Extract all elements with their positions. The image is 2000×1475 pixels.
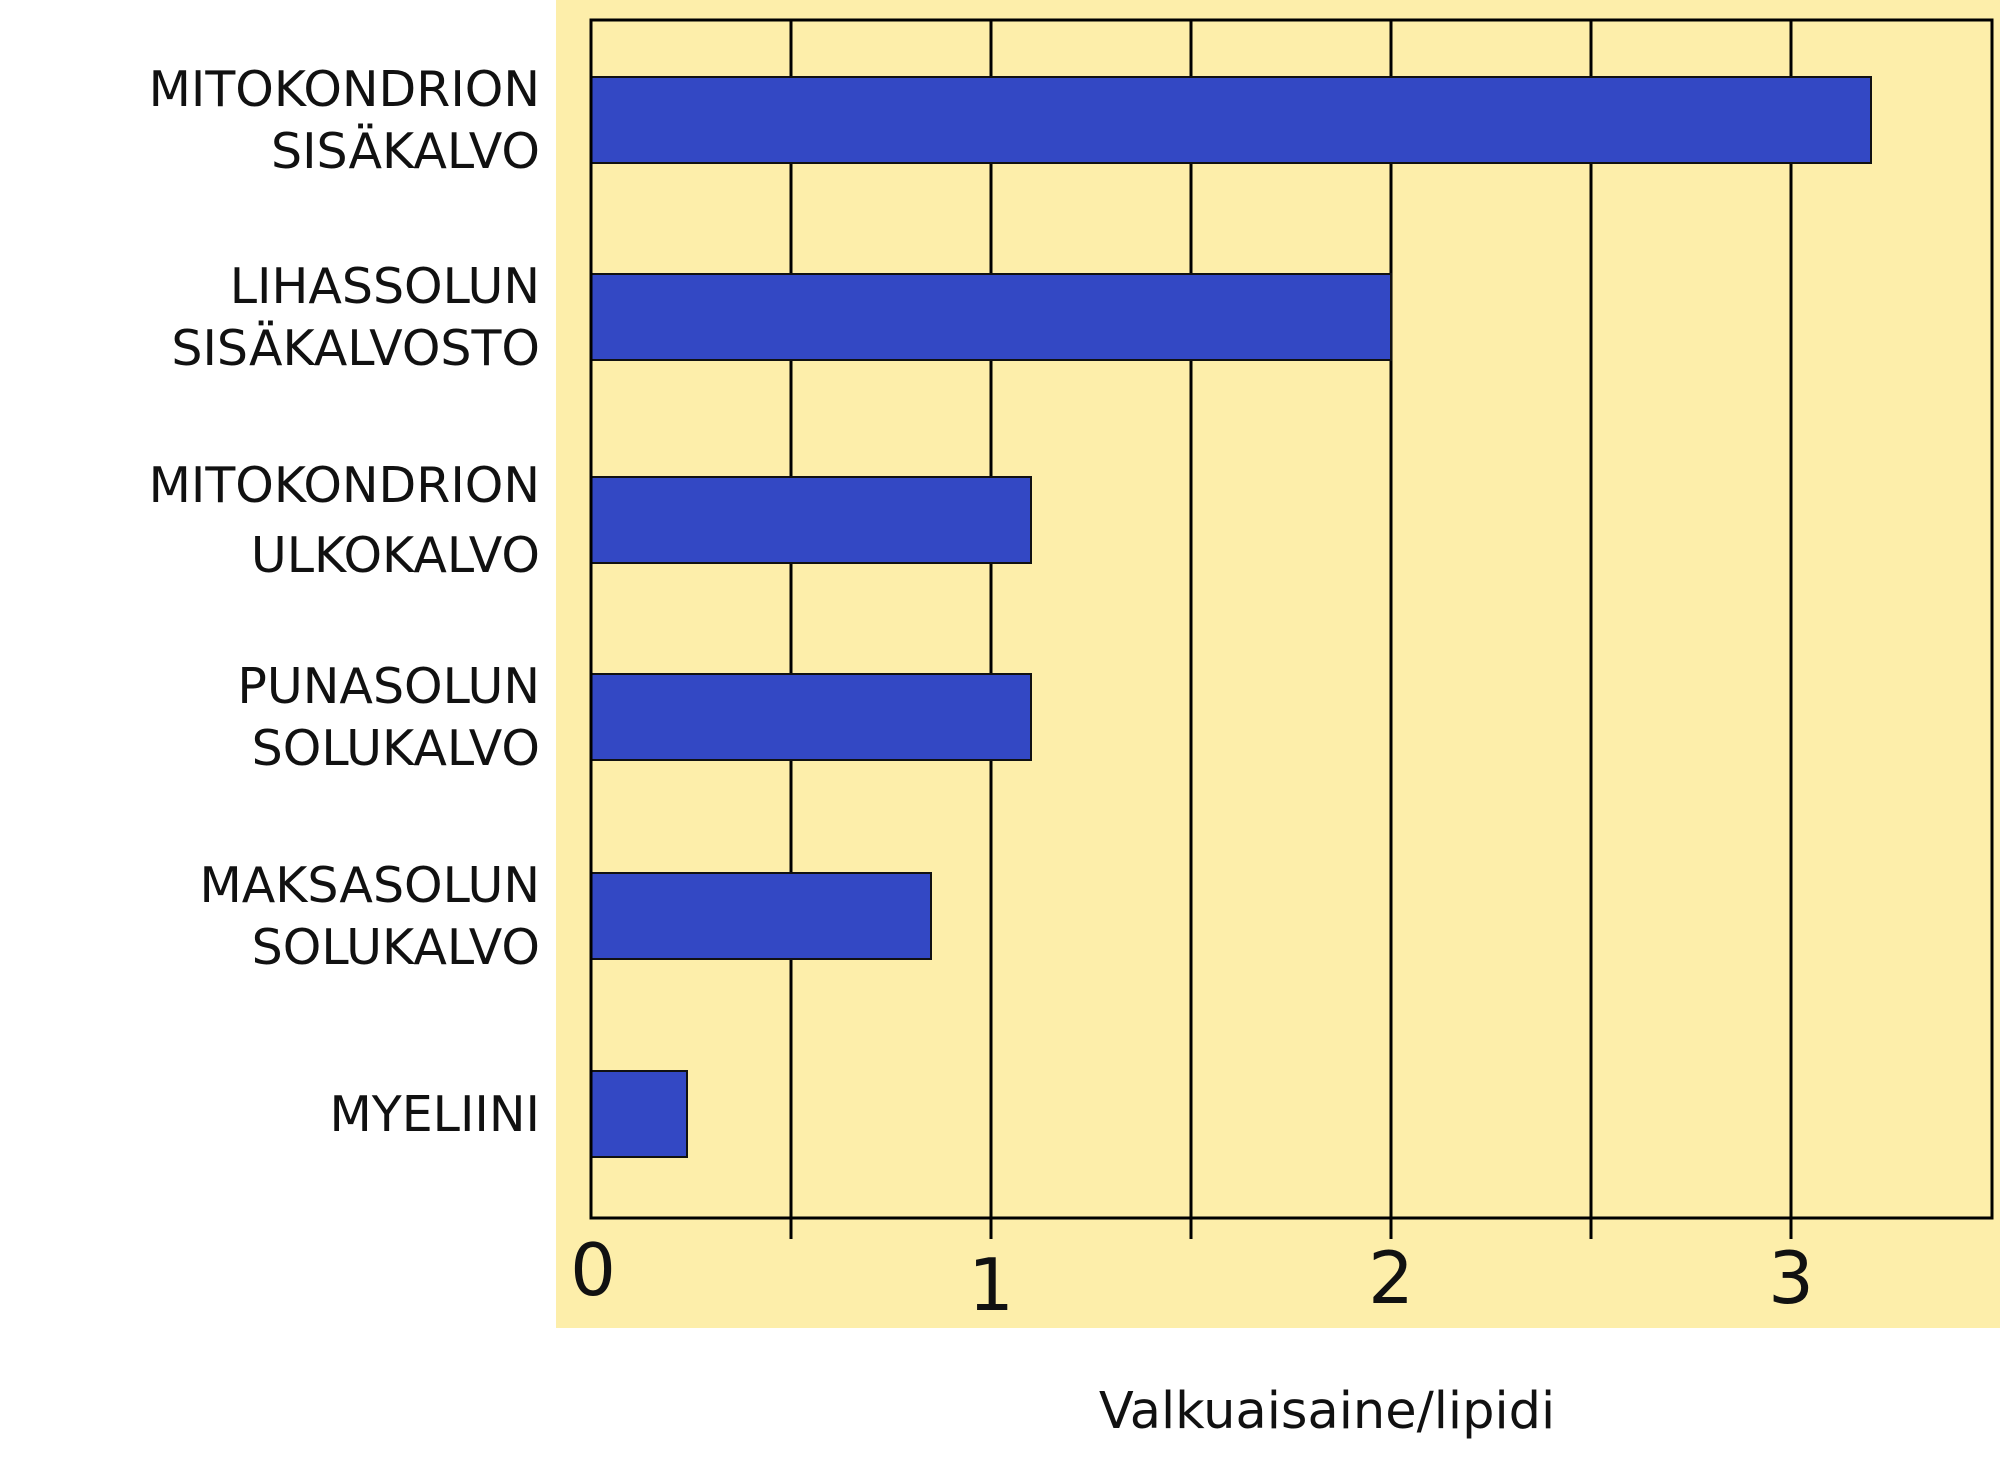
plot-frame bbox=[589, 18, 1994, 1220]
tick-label: 0 bbox=[570, 1228, 616, 1312]
tick-label: 3 bbox=[1768, 1236, 1814, 1320]
category-label: LIHASSOLUN bbox=[230, 258, 540, 315]
category-label: ULKOKALVO bbox=[251, 527, 540, 584]
category-label: SISÄKALVOSTO bbox=[171, 319, 540, 377]
bar bbox=[590, 76, 1872, 164]
category-label: MITOKONDRION bbox=[149, 457, 540, 514]
gridlines bbox=[789, 20, 1793, 1218]
category-label: SISÄKALVO bbox=[271, 122, 540, 180]
tick-label: 1 bbox=[968, 1243, 1014, 1327]
bar bbox=[590, 872, 932, 960]
category-label: MAKSASOLUN bbox=[199, 857, 540, 914]
category-label: SOLUKALVO bbox=[252, 919, 540, 976]
category-labels: MITOKONDRIONSISÄKALVOLIHASSOLUNSISÄKALVO… bbox=[149, 61, 540, 1143]
x-axis-title: Valkuaisaine/lipidi bbox=[1099, 1382, 1555, 1441]
category-label: SOLUKALVO bbox=[252, 720, 540, 777]
category-label: MITOKONDRION bbox=[149, 61, 540, 118]
x-axis-ticks: 0 1 2 3 bbox=[570, 1218, 1814, 1327]
bar bbox=[590, 476, 1032, 564]
chart-background bbox=[556, 0, 2000, 1328]
bar bbox=[590, 673, 1032, 761]
bars bbox=[590, 76, 1872, 1158]
bar bbox=[590, 1070, 688, 1158]
category-label: PUNASOLUN bbox=[237, 658, 540, 715]
category-label: MYELIINI bbox=[330, 1086, 540, 1143]
tick-label: 2 bbox=[1368, 1236, 1414, 1320]
bar bbox=[590, 273, 1392, 361]
